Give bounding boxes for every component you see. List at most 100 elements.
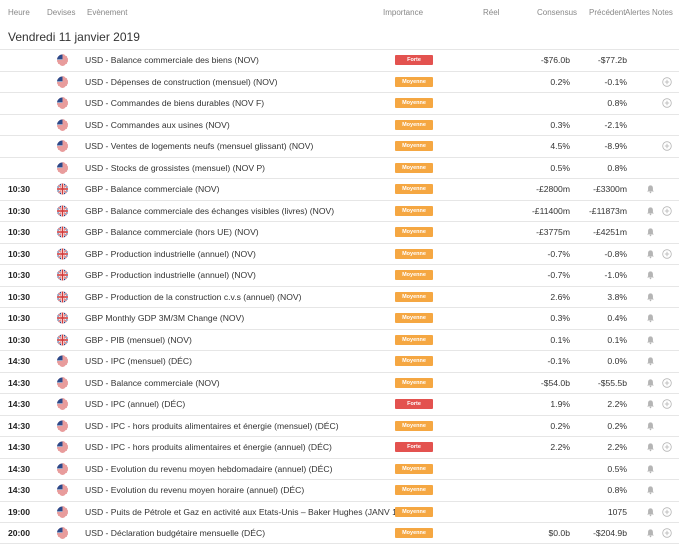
event-title[interactable]: USD - Déclaration budgétaire mensuelle (… [85, 527, 266, 538]
event-title[interactable]: GBP Monthly GDP 3M/3M Change (NOV) [85, 313, 245, 324]
event-title[interactable]: USD - Stocks de grossistes (mensuel) (NO… [85, 162, 266, 173]
table-row[interactable]: USD - Commandes aux usines (NOV) Moyenne 0… [0, 113, 679, 136]
header-consensus[interactable]: Consensus [537, 8, 578, 17]
table-row[interactable]: 14:30 USD - Evolution du revenu moyen heb… [0, 457, 679, 480]
event-title[interactable]: USD - Balance commerciale (NOV) [85, 377, 220, 388]
event-title[interactable]: USD - IPC - hors produits alimentaires e… [85, 420, 339, 431]
table-row[interactable]: 10:30 GBP - Production de la construction… [0, 285, 679, 308]
bell-icon[interactable] [646, 184, 655, 194]
previous-value: 0.8% [607, 162, 627, 173]
previous-value: -$204.9b [593, 527, 627, 538]
importance-badge: Forte [395, 399, 433, 410]
consensus-value: -0.1% [547, 356, 570, 367]
bell-icon[interactable] [646, 206, 655, 216]
event-title[interactable]: USD - Ventes de logements neufs (mensuel… [85, 141, 314, 152]
event-title[interactable]: USD - Dépenses de construction (mensuel)… [85, 76, 278, 87]
header-notes: Notes [652, 8, 673, 17]
table-row[interactable]: USD - Stocks de grossistes (mensuel) (NO… [0, 156, 679, 179]
event-title[interactable]: GBP - PIB (mensuel) (NOV) [85, 334, 192, 345]
consensus-value: -0.7% [547, 248, 570, 259]
bell-icon[interactable] [646, 464, 655, 474]
event-title[interactable]: USD - Evolution du revenu moyen hebdomad… [85, 463, 333, 474]
event-title[interactable]: GBP - Balance commerciale des échanges v… [85, 205, 335, 216]
header-previous[interactable]: Précédent [589, 8, 626, 17]
event-title[interactable]: USD - Evolution du revenu moyen horaire … [85, 485, 305, 496]
event-title[interactable]: USD - Commandes aux usines (NOV) [85, 119, 230, 130]
table-row[interactable]: 14:30 USD - Evolution du revenu moyen hor… [0, 479, 679, 501]
bell-icon[interactable] [646, 356, 655, 366]
add-note-icon[interactable] [662, 399, 672, 409]
event-title[interactable]: GBP - Balance commerciale (hors UE) (NOV… [85, 227, 259, 238]
header-actual[interactable]: Réel [483, 8, 500, 17]
bell-icon[interactable] [646, 399, 655, 409]
table-row[interactable]: 10:30 GBP Monthly GDP 3M/3M Change (NOV) M… [0, 307, 679, 329]
us-flag-icon [57, 420, 68, 432]
bell-icon[interactable] [646, 507, 655, 517]
event-title[interactable]: GBP - Production de la construction c.v.… [85, 291, 302, 302]
header-currency[interactable]: Devises [47, 8, 76, 17]
bell-icon[interactable] [646, 249, 655, 259]
table-row[interactable]: 10:30 GBP - PIB (mensuel) (NOV) Moyenne 0.1… [0, 328, 679, 351]
table-row[interactable]: 14:30 USD - IPC - hors produits alimentai… [0, 414, 679, 437]
event-time: 19:00 [8, 506, 30, 517]
table-row[interactable]: 10:30 GBP - Balance commerciale des échan… [0, 199, 679, 222]
event-title[interactable]: GBP - Production industrielle (annuel) (… [85, 270, 256, 281]
bell-icon[interactable] [646, 292, 655, 302]
importance-badge: Moyenne [395, 162, 433, 173]
add-note-icon[interactable] [662, 206, 672, 216]
table-row[interactable]: USD - Commandes de biens durables (NOV F… [0, 92, 679, 114]
bell-icon[interactable] [646, 227, 655, 237]
event-title[interactable]: USD - IPC (mensuel) (DÉC) [85, 356, 192, 367]
us-flag-icon [57, 398, 68, 410]
table-row[interactable]: USD - Ventes de logements neufs (mensuel… [0, 135, 679, 157]
event-title[interactable]: USD - IPC (annuel) (DÉC) [85, 399, 186, 410]
event-title[interactable]: GBP - Production industrielle (annuel) (… [85, 248, 256, 259]
table-row[interactable]: USD - Balance commerciale des biens (NOV… [0, 49, 679, 71]
us-flag-icon [57, 54, 68, 66]
header-time[interactable]: Heure [8, 8, 30, 17]
add-note-icon[interactable] [662, 442, 672, 452]
event-list: USD - Balance commerciale des biens (NOV… [0, 49, 679, 544]
table-row[interactable]: 14:30 USD - IPC - hors produits alimentai… [0, 436, 679, 458]
table-row[interactable]: 14:30 USD - IPC (mensuel) (DÉC) Moyenne -0.… [0, 350, 679, 372]
add-note-icon[interactable] [662, 98, 672, 108]
event-title[interactable]: USD - Commandes de biens durables (NOV F… [85, 98, 265, 109]
event-title[interactable]: GBP - Balance commerciale (NOV) [85, 184, 220, 195]
importance-badge: Moyenne [395, 141, 433, 152]
bell-icon[interactable] [646, 421, 655, 431]
table-row[interactable]: 10:30 GBP - Balance commerciale (hors UE)… [0, 221, 679, 243]
uk-flag-icon [57, 291, 68, 303]
table-row[interactable]: USD - Dépenses de construction (mensuel)… [0, 70, 679, 93]
table-row[interactable]: 20:00 USD - Déclaration budgétaire mensue… [0, 522, 679, 544]
bell-icon[interactable] [646, 313, 655, 323]
bell-icon[interactable] [646, 335, 655, 345]
bell-icon[interactable] [646, 442, 655, 452]
bell-icon[interactable] [646, 528, 655, 538]
table-row[interactable]: 19:00 USD - Puits de Pétrole et Gaz en ac… [0, 500, 679, 523]
event-title[interactable]: USD - Puits de Pétrole et Gaz en activit… [85, 506, 404, 517]
table-row[interactable]: 14:30 USD - Balance commerciale (NOV) Moye… [0, 371, 679, 394]
add-note-icon[interactable] [662, 507, 672, 517]
event-title[interactable]: USD - Balance commerciale des biens (NOV… [85, 55, 259, 66]
add-note-icon[interactable] [662, 528, 672, 538]
bell-icon[interactable] [646, 485, 655, 495]
event-time: 14:30 [8, 463, 30, 474]
table-row[interactable]: 14:30 USD - IPC (annuel) (DÉC) Forte 1.9% 2.… [0, 393, 679, 415]
bell-icon[interactable] [646, 378, 655, 388]
table-row[interactable]: 10:30 GBP - Production industrielle (annu… [0, 264, 679, 286]
event-time: 14:30 [8, 485, 30, 496]
us-flag-icon [57, 484, 68, 496]
add-note-icon[interactable] [662, 141, 672, 151]
header-importance[interactable]: Importance [383, 8, 424, 17]
bell-icon[interactable] [646, 270, 655, 280]
add-note-icon[interactable] [662, 378, 672, 388]
add-note-icon[interactable] [662, 249, 672, 259]
importance-badge: Moyenne [395, 98, 433, 109]
header-event[interactable]: Evènement [87, 8, 128, 17]
add-note-icon[interactable] [662, 77, 672, 87]
table-row[interactable]: 10:30 GBP - Balance commerciale (NOV) Moye… [0, 178, 679, 200]
table-row[interactable]: 10:30 GBP - Production industrielle (annu… [0, 242, 679, 265]
event-title[interactable]: USD - IPC - hors produits alimentaires e… [85, 442, 332, 453]
uk-flag-icon [57, 312, 68, 324]
